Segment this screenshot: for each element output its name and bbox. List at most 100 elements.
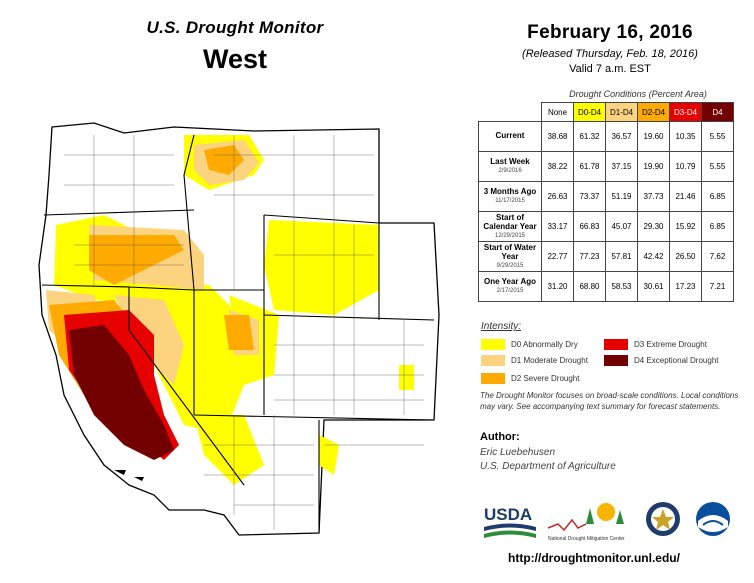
table-cell: 57.81 [605, 241, 638, 272]
table-cell: 6.85 [701, 181, 734, 212]
table-cell: 38.22 [541, 151, 574, 182]
release-date: (Released Thursday, Feb. 18, 2016) [522, 48, 698, 60]
intensity-heading: Intensity: [481, 321, 522, 332]
d0-area-arizona [194, 415, 264, 485]
table-cell: 17.23 [669, 271, 702, 302]
table-cell: 19.60 [637, 121, 670, 152]
table-cell: 26.50 [669, 241, 702, 272]
legend-swatch-d2 [481, 373, 505, 384]
d4-area-california [69, 325, 174, 460]
table-cell: 45.07 [605, 211, 638, 242]
row-label-text: One Year Ago [483, 277, 537, 287]
legend-item-d1: D1 Moderate Drought [481, 355, 588, 366]
row-label-text: Start of Water Year [483, 242, 537, 261]
d2-area-utah [224, 315, 254, 350]
ndmc-logo-text: National Drought Mitigation Center [548, 536, 625, 542]
table-corner [478, 102, 542, 122]
row-date: 12/29/2015 [494, 232, 526, 239]
row-date: 2/17/2015 [496, 288, 524, 295]
table-cell: 26.63 [541, 181, 574, 212]
noaa-logo [695, 501, 731, 542]
table-cell: 5.55 [701, 151, 734, 182]
legend-label-d0: D0 Abnormally Dry [511, 340, 578, 349]
col-header-d4: D4 [701, 102, 734, 122]
drought-conditions-table: None D0-D4 D1-D4 D2-D4 D3-D4 D4 Current 3… [478, 102, 734, 302]
table-cell: 33.17 [541, 211, 574, 242]
author-heading: Author: [480, 431, 520, 443]
table-row: Last Week 2/9/2016 38.22 61.78 37.15 19.90 10.… [478, 151, 734, 182]
col-header-d3-d4: D3-D4 [669, 102, 702, 122]
table-row: Current 38.68 61.32 36.57 19.60 10.35 5.55 [478, 121, 734, 152]
legend-swatch-d1 [481, 355, 505, 366]
table-cell: 31.20 [541, 271, 574, 302]
table-cell: 10.35 [669, 121, 702, 152]
table-cell: 30.61 [637, 271, 670, 302]
col-header-d2-d4: D2-D4 [637, 102, 670, 122]
row-label-text: 3 Months Ago [483, 187, 537, 197]
table-cell: 51.19 [605, 181, 638, 212]
table-cell: 6.85 [701, 211, 734, 242]
legend-swatch-d0 [481, 339, 505, 350]
row-date: 11/17/2015 [495, 198, 525, 205]
row-label: Current [478, 121, 542, 152]
row-label: Start of Water Year 9/29/2015 [478, 241, 542, 272]
state-boundaries [41, 134, 435, 533]
table-cell: 7.62 [701, 241, 734, 272]
d2-area-oregon [89, 235, 184, 285]
row-label: Start of Calendar Year 12/29/2015 [478, 211, 542, 242]
valid-time: Valid 7 a.m. EST [569, 63, 651, 75]
author-name: Eric Luebehusen [480, 447, 556, 458]
source-url[interactable]: http://droughtmonitor.unl.edu/ [508, 551, 680, 565]
ndmc-logo: National Drought Mitigation Center [546, 498, 632, 549]
noaa-logo-graphic [696, 502, 730, 536]
row-label: 3 Months Ago 11/17/2015 [478, 181, 542, 212]
legend-item-d3: D3 Extreme Drought [604, 339, 707, 350]
table-cell: 61.78 [573, 151, 606, 182]
table-row: 3 Months Ago 11/17/2015 26.63 73.37 51.19 37.… [478, 181, 734, 212]
table-cell: 15.92 [669, 211, 702, 242]
d0-area-wyoming-colorado [264, 220, 379, 315]
county-lines [64, 135, 424, 530]
table-cell: 61.32 [573, 121, 606, 152]
table-cell: 58.53 [605, 271, 638, 302]
usda-logo: USDA [482, 500, 538, 547]
drought-map [38, 122, 440, 536]
col-header-d0-d4: D0-D4 [573, 102, 606, 122]
d0-area-kansas-spot [399, 365, 414, 390]
disclaimer-note: The Drought Monitor focuses on broad-sca… [480, 391, 739, 411]
table-cell: 7.21 [701, 271, 734, 302]
row-label: One Year Ago 2/17/2015 [478, 271, 542, 302]
table-body: Current 38.68 61.32 36.57 19.60 10.35 5.55 Last… [478, 121, 734, 302]
row-label-text: Last Week [490, 157, 530, 167]
table-cell: 73.37 [573, 181, 606, 212]
title-block: U.S. Drought Monitor West [110, 18, 360, 75]
table-row: Start of Calendar Year 12/29/2015 33.17 66.… [478, 211, 734, 242]
table-cell: 38.68 [541, 121, 574, 152]
table-cell: 37.73 [637, 181, 670, 212]
doc-seal-graphic [646, 502, 680, 536]
doc-seal-logo [645, 501, 681, 542]
table-cell: 37.15 [605, 151, 638, 182]
ndmc-logo-graphic: National Drought Mitigation Center [547, 503, 625, 542]
legend-label-d1: D1 Moderate Drought [511, 356, 588, 365]
table-header-row: None D0-D4 D1-D4 D2-D4 D3-D4 D4 [478, 102, 734, 122]
monitor-title: U.S. Drought Monitor [146, 18, 324, 37]
usda-logo-graphic: USDA [484, 505, 536, 538]
row-label: Last Week 2/9/2016 [478, 151, 542, 182]
table-caption: Drought Conditions (Percent Area) [569, 89, 707, 99]
legend-item-d0: D0 Abnormally Dry [481, 339, 578, 350]
table-cell: 10.79 [669, 151, 702, 182]
table-cell: 5.55 [701, 121, 734, 152]
legend-label-d2: D2 Severe Drought [511, 374, 580, 383]
legend-swatch-d3 [604, 339, 628, 350]
legend-label-d3: D3 Extreme Drought [634, 340, 707, 349]
table-cell: 22.77 [541, 241, 574, 272]
legend-item-d4: D4 Exceptional Drought [604, 355, 719, 366]
col-header-d1-d4: D1-D4 [605, 102, 638, 122]
table-cell: 21.46 [669, 181, 702, 212]
table-cell: 42.42 [637, 241, 670, 272]
legend-swatch-d4 [604, 355, 628, 366]
region-title: West [202, 44, 268, 74]
table-row: One Year Ago 2/17/2015 31.20 68.80 58.53 30.6… [478, 271, 734, 302]
row-date: 2/9/2016 [498, 168, 522, 175]
